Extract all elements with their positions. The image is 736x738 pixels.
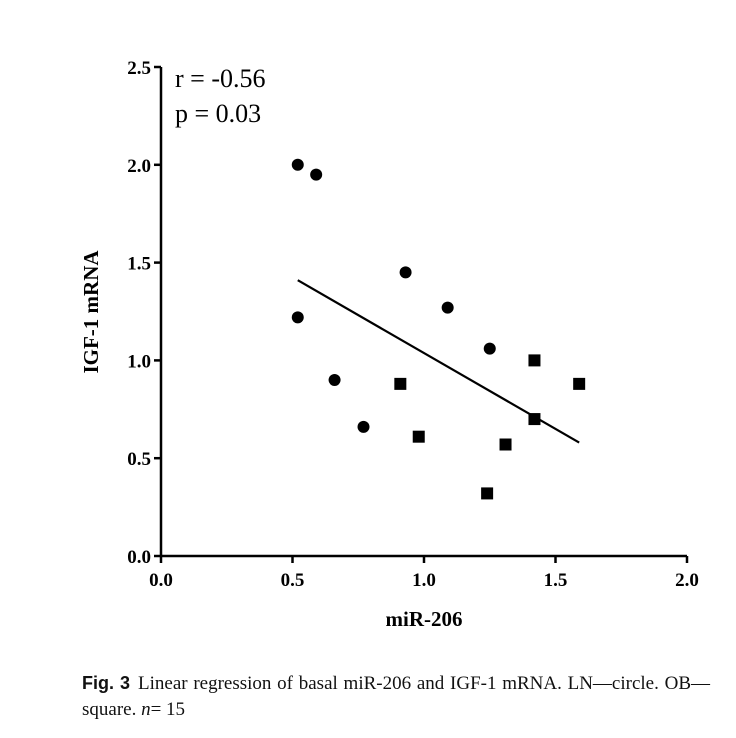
square-data-point [481,487,494,500]
y-tick-label: 2.5 [127,58,151,79]
y-axis-title: IGF-1 mRNA [79,250,103,374]
circle-data-point [441,301,454,314]
scatter-chart: 0.0 0.5 1.0 1.5 2.0 2.5 0.0 0.5 1.0 1.5 2.0 r = -… [79,58,699,631]
figure-label: Fig. 3 [82,673,131,693]
x-tick-label: 0.5 [281,570,305,591]
y-tick-label: 1.5 [127,254,151,275]
circle-data-point [310,168,323,181]
circle-data-point [399,266,412,279]
p-value-annotation: p = 0.03 [175,99,261,128]
figure-caption: Fig. 3 Linear regression of basal miR-206… [82,670,710,723]
caption-n-symbol: n [141,699,151,720]
x-axis-ticks: 0.0 0.5 1.0 1.5 2.0 [149,556,699,591]
axes: 0.0 0.5 1.0 1.5 2.0 2.5 0.0 0.5 1.0 1.5 2.0 [127,58,699,591]
x-tick-label: 1.5 [544,570,568,591]
caption-text: Linear regression of basal miR-206 and I… [82,673,711,720]
square-data-point [573,377,586,390]
circle-data-point [291,311,304,324]
y-tick-label: 2.0 [127,156,151,177]
correlation-r-annotation: r = -0.56 [175,64,265,93]
circle-data-point [328,373,341,386]
circle-data-point [291,158,304,171]
square-data-point [394,377,407,390]
square-data-point [528,413,541,426]
y-tick-label: 0.5 [127,449,151,470]
y-axis-ticks: 0.0 0.5 1.0 1.5 2.0 2.5 [127,58,161,568]
square-data-point [499,438,512,451]
square-data-point [528,354,541,367]
x-axis-title: miR-206 [386,607,463,631]
x-tick-label: 2.0 [675,570,699,591]
caption-n-value: = 15 [150,699,186,720]
circle-data-point [357,420,370,433]
y-tick-label: 1.0 [127,351,151,372]
square-data-point [412,430,425,443]
x-tick-label: 0.0 [149,570,173,591]
circle-data-point [483,342,496,355]
x-tick-label: 1.0 [412,570,436,591]
y-tick-label: 0.0 [127,547,151,568]
data-points [291,158,586,500]
